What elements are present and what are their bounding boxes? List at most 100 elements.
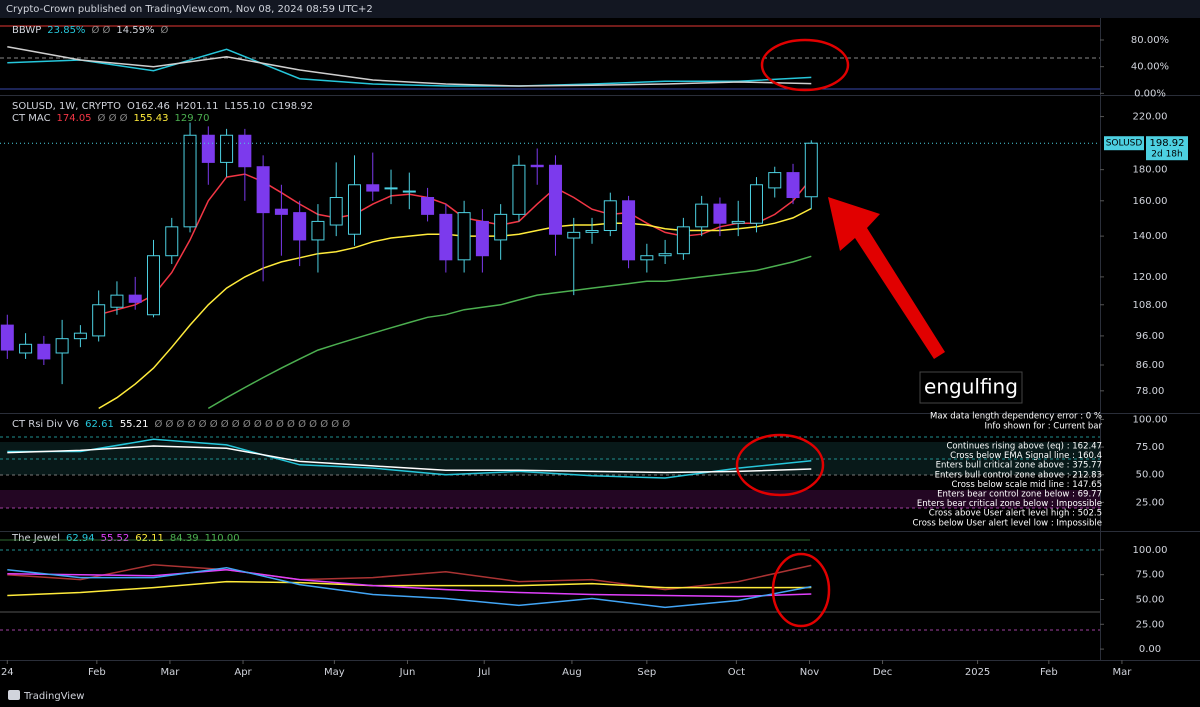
- candle-body: [256, 166, 270, 214]
- candle-body: [19, 343, 33, 354]
- plot: 0.00% 40.00% 80.00% BBWP 23.85% Ø Ø 14.59% Ø 78.…: [0, 24, 1188, 678]
- price-label-box: [1146, 136, 1188, 161]
- candle-body: [220, 134, 234, 163]
- legend-value: 62.94: [66, 533, 95, 544]
- y-tick-label: 100.00: [1133, 545, 1168, 556]
- legend-title: The Jewel: [11, 533, 60, 544]
- candle-body: [804, 142, 818, 198]
- indicator-line: [207, 255, 812, 410]
- y-tick-label: 140.00: [1133, 231, 1168, 242]
- candle-body: [530, 164, 544, 168]
- red-arrow: [828, 197, 945, 359]
- legend: The Jewel 62.94 55.52 62.11 84.39 110.00: [11, 533, 240, 544]
- price-label: 198.92: [1150, 138, 1185, 149]
- header: Crypto-Crown published on TradingView.co…: [6, 4, 373, 15]
- y-tick-label: 100.00: [1133, 414, 1168, 425]
- candle-body: [585, 230, 599, 233]
- y-tick-label: 25.00: [1136, 497, 1165, 508]
- y-tick-label: 78.00: [1136, 386, 1165, 397]
- x-tick-label: Mar: [1112, 667, 1132, 678]
- x-tick-label: Apr: [234, 667, 252, 678]
- y-tick-label: 40.00%: [1131, 62, 1169, 73]
- y-tick-label: 120.00: [1133, 272, 1168, 283]
- legend-value: 23.85%: [47, 25, 85, 36]
- legend-value: C198.92: [271, 101, 313, 112]
- info-line: Enters bull critical zone above : 375.77: [936, 461, 1102, 471]
- candle-body: [439, 213, 453, 261]
- symbol-label: SOLUSD: [1106, 139, 1143, 149]
- y-tick-label: 80.00%: [1131, 35, 1169, 46]
- indicator-line: [7, 580, 812, 597]
- legend-value: 155.43: [134, 113, 169, 124]
- highlight-circle: [735, 433, 825, 497]
- candle-body: [238, 134, 252, 168]
- candle-body: [768, 172, 782, 189]
- countdown-label: 2d 18h: [1151, 150, 1182, 160]
- legend-title: CT MAC: [12, 113, 51, 124]
- y-tick-label: 50.00: [1136, 594, 1165, 605]
- legend-value: 55.21: [120, 419, 149, 430]
- y-tick-label: 160.00: [1133, 196, 1168, 207]
- y-tick-label: 180.00: [1133, 165, 1168, 176]
- indicator-line: [7, 566, 812, 609]
- legend-value: 55.52: [101, 533, 130, 544]
- rsi-bear-zone: [0, 490, 1100, 508]
- legend: BBWP 23.85% Ø Ø 14.59% Ø: [12, 24, 169, 36]
- y-tick-label: 75.00: [1136, 570, 1165, 581]
- indicator-line: [98, 207, 812, 410]
- info-line: Continues rising above (eq) : 162.47: [946, 442, 1102, 452]
- footer: TradingView: [23, 691, 84, 702]
- legend-value: 62.11: [135, 533, 164, 544]
- x-tick-label: Mar: [160, 667, 180, 678]
- legend-value: Ø: [161, 24, 169, 36]
- candle-body: [749, 184, 763, 224]
- legend-value: 110.00: [205, 533, 240, 544]
- candle-body: [713, 203, 727, 224]
- candle-body: [622, 200, 636, 261]
- y-tick-label: 220.00: [1133, 112, 1168, 123]
- y-tick-label: 86.00: [1136, 360, 1165, 371]
- legend-value: Ø Ø: [91, 24, 110, 36]
- legend-value: 14.59%: [116, 25, 154, 36]
- legend-value: 84.39: [170, 533, 199, 544]
- legend-title: BBWP: [12, 25, 41, 36]
- candle-body: [421, 197, 435, 215]
- annotations: engulfing: [735, 38, 1023, 628]
- x-tick-label: 2025: [965, 667, 990, 678]
- y-tick-label: 25.00: [1136, 619, 1165, 630]
- candle-body: [183, 134, 197, 228]
- legend-value: Ø Ø Ø: [98, 112, 128, 124]
- info-line: Max data length dependency error : 0 %: [930, 412, 1102, 422]
- candle-body: [658, 253, 672, 257]
- x-tick-label: Feb: [1040, 667, 1058, 678]
- candle-body: [0, 324, 14, 351]
- indicator-line: [7, 438, 812, 479]
- candle-body: [548, 164, 562, 235]
- candle-body: [457, 212, 471, 261]
- annotation: engulfing: [924, 375, 1018, 399]
- x-tick-label: Jun: [399, 667, 416, 678]
- logo: [8, 690, 20, 700]
- y-tick-label: 0.00%: [1134, 88, 1166, 99]
- candle-body: [347, 184, 361, 235]
- legend-value: Ø Ø Ø Ø Ø Ø Ø Ø Ø Ø Ø Ø Ø Ø Ø Ø Ø Ø: [154, 418, 350, 430]
- candle-body: [73, 332, 87, 340]
- legend: CT Rsi Div V6 62.61 55.21 Ø Ø Ø Ø Ø Ø Ø Ø Ø…: [12, 418, 350, 430]
- candle-body: [603, 200, 617, 232]
- x-tick-label: Sep: [637, 667, 656, 678]
- indicator-line: [7, 568, 812, 598]
- legend-title: CT Rsi Div V6: [12, 419, 79, 430]
- candle-body: [494, 213, 508, 241]
- legend: SOLUSD, 1W, CRYPTO O162.46 H201.11 L155.10 C…: [12, 101, 313, 112]
- candle-body: [110, 294, 124, 308]
- indicator-line: [7, 445, 812, 474]
- candle-body: [512, 164, 526, 215]
- header-bar: [0, 0, 1200, 18]
- indicator-line: [7, 48, 812, 87]
- candle-body: [640, 255, 654, 261]
- y-tick-label: 108.00: [1133, 300, 1168, 311]
- legend-value: 174.05: [57, 113, 92, 124]
- legend-value: 129.70: [175, 113, 210, 124]
- candle-body: [311, 220, 325, 241]
